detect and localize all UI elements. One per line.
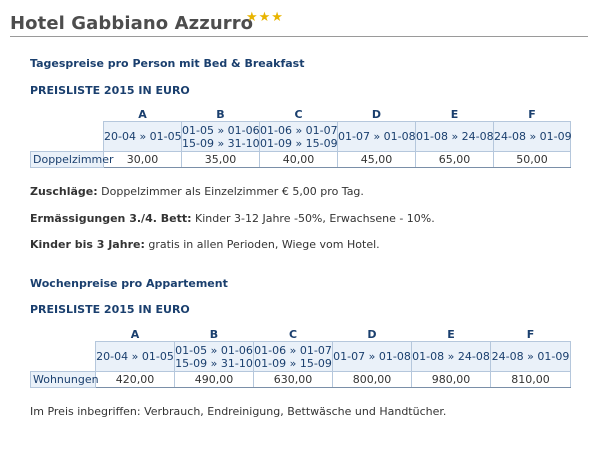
price-cell: 420,00 [95,371,175,388]
column-label: E [447,327,455,341]
period-text: 24-08 » 01-09 [494,130,572,143]
period-cell: 24-08 » 01-09 [490,341,571,372]
price-cell: 35,00 [181,151,260,168]
period-text: 01-09 » 15-09 [260,136,338,150]
column-label: B [216,107,225,121]
period-text: 01-07 » 01-08 [333,350,411,363]
price-cell: 810,00 [490,371,571,388]
price-cell: 65,00 [415,151,494,168]
period-text: 01-08 » 24-08 [412,350,490,363]
daily-price-table: A B C D E F 20-04 » 01-05 01-05 » 01-06 1… [30,107,572,168]
period-text: 20-04 » 01-05 [96,350,174,363]
header-blank-cell [31,107,104,122]
page-header: Hotel Gabbiano Azzurro ★★★ [10,10,588,37]
weekly-price-table: A B C D E F 20-04 » 01-05 01-05 » 01-06 1… [30,327,571,388]
children-label: Kinder bis 3 Jahre: [30,238,145,251]
table-row: Doppelzimmer 30,00 35,00 40,00 45,00 65,… [30,151,571,168]
surcharge-label: Zuschläge: [30,185,98,198]
daily-prices-heading: Tagespreise pro Person mit Bed & Breakfa… [30,57,305,70]
column-label: C [294,107,303,121]
period-text: 01-05 » 01-06 [175,343,253,357]
period-text: 01-06 » 01-07 [254,343,332,357]
period-cell: 01-05 » 01-06 15-09 » 31-10 [181,121,260,152]
price-cell: 30,00 [103,151,182,168]
column-label: F [526,327,535,341]
row-label-apartments: Wohnungen [30,371,99,388]
discount-text: Kinder 3-12 Jahre -50%, Erwachsene - 10%… [191,212,435,225]
period-cell: 01-05 » 01-06 15-09 » 31-10 [174,341,254,372]
discount-note: Ermässigungen 3./4. Bett: Kinder 3-12 Ja… [30,212,435,225]
period-cell: 01-06 » 01-07 01-09 » 15-09 [259,121,338,152]
price-cell: 980,00 [411,371,491,388]
daily-prices-subheading: PREISLISTE 2015 IN EURO [30,84,190,97]
column-label: F [528,107,536,121]
children-text: gratis in allen Perioden, Wiege vom Hote… [144,238,380,251]
table-row: Wohnungen 420,00 490,00 630,00 800,00 98… [30,371,571,388]
period-cell: 01-06 » 01-07 01-09 » 15-09 [253,341,333,372]
header-blank-cell [31,327,96,342]
period-blank-cell [31,122,104,152]
column-label: E [450,107,459,121]
surcharge-note: Zuschläge: Doppelzimmer als Einzelzimmer… [30,185,364,198]
star-rating-icon: ★★★ [246,10,284,25]
period-text: 20-04 » 01-05 [104,130,182,143]
period-cell: 24-08 » 01-09 [493,121,572,152]
period-text: 01-09 » 15-09 [254,356,332,370]
period-cell: 20-04 » 01-05 [103,121,182,152]
column-label: D [367,327,377,341]
column-label: B [209,327,219,341]
column-label: A [138,107,147,121]
column-label: D [371,107,382,121]
price-cell: 630,00 [253,371,333,388]
discount-label: Ermässigungen 3./4. Bett: [30,212,192,225]
included-services-note: Im Preis inbegriffen: Verbrauch, Endrein… [30,405,447,418]
period-text: 01-06 » 01-07 [260,123,338,137]
period-cell: 01-07 » 01-08 [332,341,412,372]
period-cell: 20-04 » 01-05 [95,341,175,372]
period-text: 24-08 » 01-09 [491,350,570,363]
surcharge-text: Doppelzimmer als Einzelzimmer € 5,00 pro… [97,185,364,198]
period-text: 15-09 » 31-10 [175,356,253,370]
column-header-row: A B C D E F [31,107,571,122]
period-cell: 01-08 » 24-08 [415,121,494,152]
period-blank-cell [31,342,96,372]
column-label: C [288,327,298,341]
weekly-prices-subheading: PREISLISTE 2015 IN EURO [30,303,190,316]
period-text: 01-05 » 01-06 [182,123,260,137]
column-label: A [130,327,140,341]
period-text: 01-08 » 24-08 [416,130,494,143]
price-cell: 45,00 [337,151,416,168]
column-header-row: A B C D E F [31,327,571,342]
period-text: 01-07 » 01-08 [338,130,416,143]
period-row: 20-04 » 01-05 01-05 » 01-06 15-09 » 31-10… [31,121,572,152]
children-note: Kinder bis 3 Jahre: gratis in allen Peri… [30,238,380,251]
price-cell: 490,00 [174,371,254,388]
price-cell: 800,00 [332,371,412,388]
period-text: 15-09 » 31-10 [182,136,260,150]
weekly-prices-heading: Wochenpreise pro Appartement [30,277,228,290]
period-cell: 01-08 » 24-08 [411,341,491,372]
period-cell: 01-07 » 01-08 [337,121,416,152]
period-row: 20-04 » 01-05 01-05 » 01-06 15-09 » 31-10… [31,341,571,372]
row-label-double-room: Doppelzimmer [30,151,114,168]
hotel-name: Hotel Gabbiano Azzurro [10,13,254,34]
price-cell: 50,00 [493,151,571,168]
price-cell: 40,00 [259,151,338,168]
